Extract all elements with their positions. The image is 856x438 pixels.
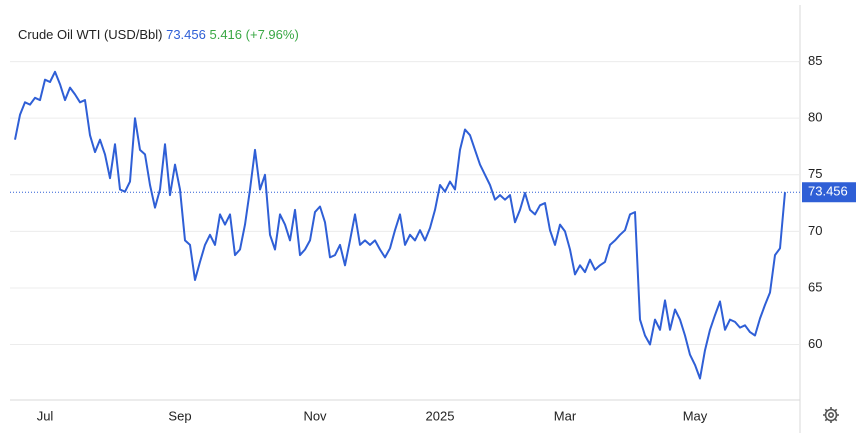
- y-tick-label: 65: [808, 279, 822, 294]
- change-percent: (+7.96%): [246, 27, 299, 42]
- last-price-tag: [802, 182, 856, 203]
- y-tick-label: 60: [808, 336, 822, 351]
- y-tick-label: 75: [808, 166, 822, 181]
- x-tick-label: Nov: [303, 408, 327, 423]
- x-tick-label: Jul: [37, 408, 54, 423]
- settings-icon[interactable]: [823, 407, 839, 423]
- price-line: [14, 70, 786, 380]
- y-tick-label: 80: [808, 110, 822, 125]
- chart-title: Crude Oil WTI (USD/Bbl) 73.456 5.416 (+7…: [18, 27, 299, 42]
- x-tick-label: Sep: [168, 408, 191, 423]
- change: 5.416: [209, 27, 242, 42]
- x-tick-label: 2025: [426, 408, 455, 423]
- y-tick-label: 70: [808, 223, 822, 238]
- title: Crude Oil WTI (USD/Bbl): [18, 27, 162, 42]
- x-tick-label: May: [683, 408, 708, 423]
- x-tick-label: Mar: [554, 408, 577, 423]
- last-price: 73.456: [166, 27, 206, 42]
- last-price-label: 73.456: [808, 184, 848, 199]
- y-tick-label: 85: [808, 53, 822, 68]
